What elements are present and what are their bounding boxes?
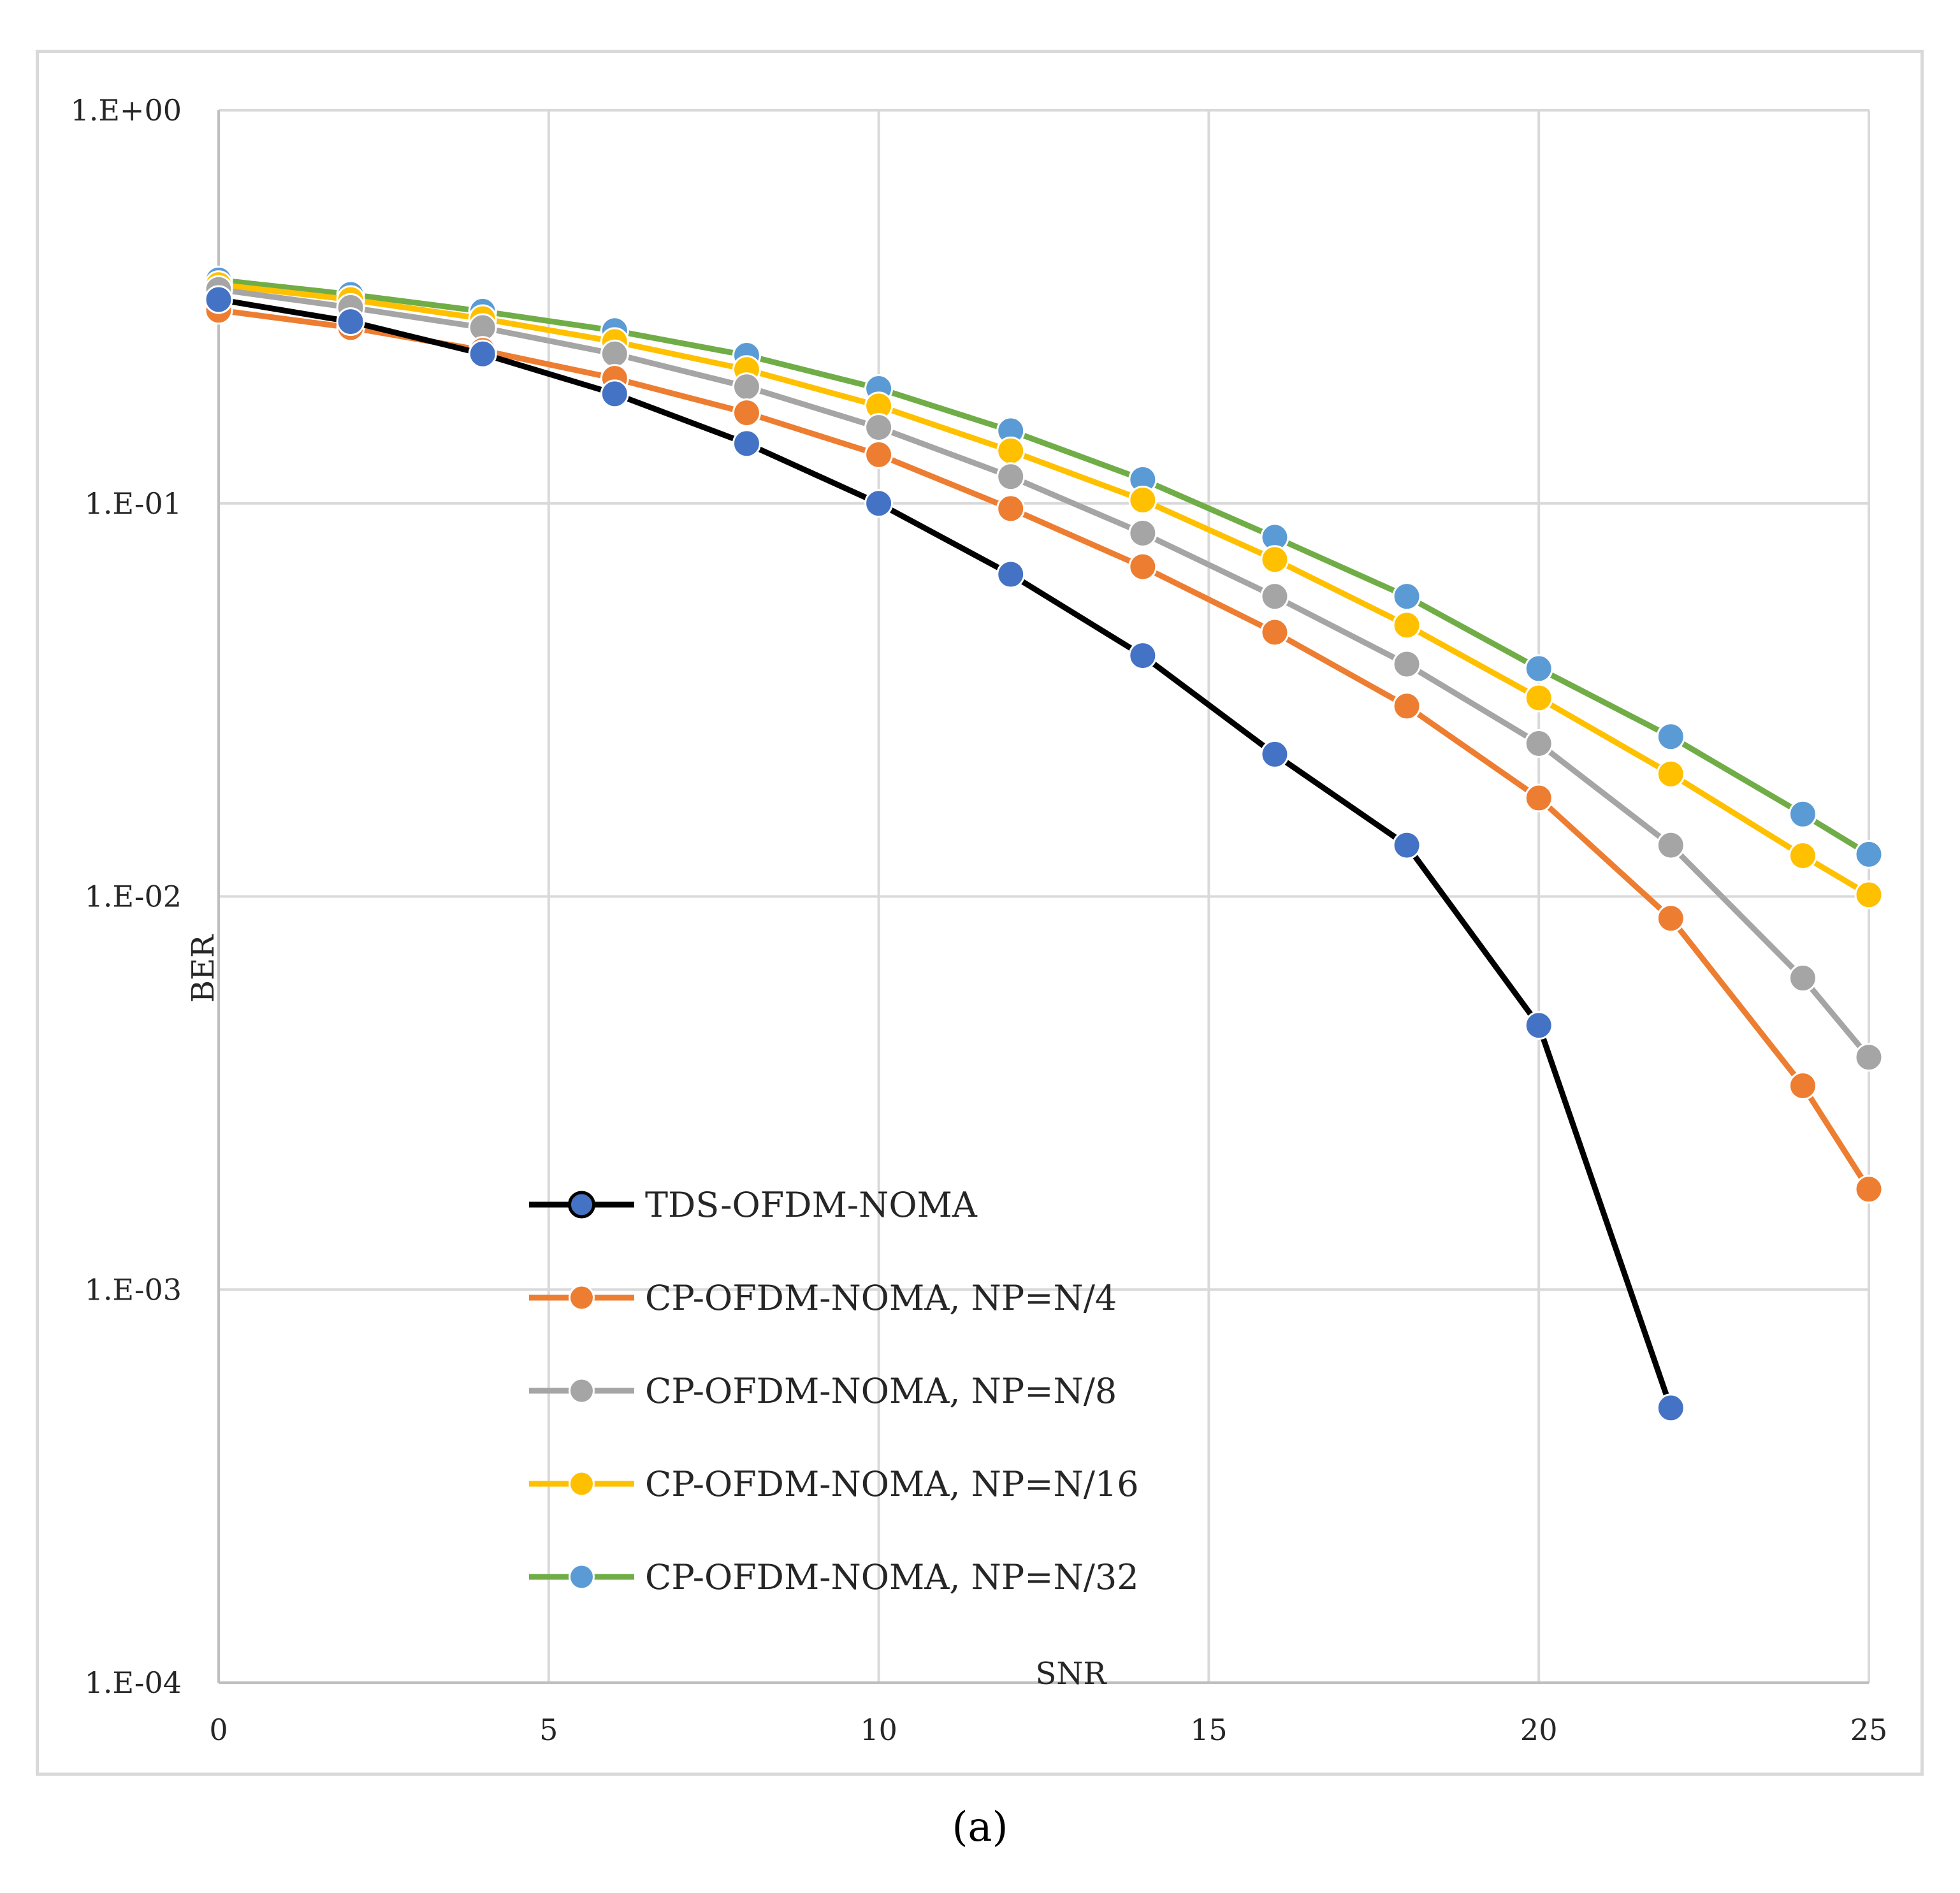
data-point (1656, 1393, 1685, 1423)
data-point (336, 307, 365, 337)
data-point (1788, 841, 1817, 870)
legend-marker (569, 1284, 595, 1311)
series-line (215, 277, 1872, 857)
series-line (215, 296, 1674, 1411)
data-point (996, 436, 1026, 465)
data-point (1260, 618, 1289, 647)
data-point (1788, 964, 1817, 993)
series-1 (204, 285, 1685, 1423)
x-tick-label: 25 (1850, 1713, 1888, 1747)
data-point (1524, 783, 1553, 813)
y-tick-label: 1.E+00 (70, 93, 182, 127)
x-tick-label: 15 (1190, 1713, 1228, 1747)
x-tick-label: 10 (860, 1713, 897, 1747)
data-point (864, 413, 894, 442)
data-point (732, 372, 761, 402)
legend: TDS-OFDM-NOMA CP-OFDM-NOMA, NP=N/4 CP-OFDM… (529, 1185, 1139, 1597)
data-point (1128, 518, 1158, 548)
legend-item-2: CP-OFDM-NOMA, NP=N/4 (529, 1278, 1117, 1318)
series-3 (204, 275, 1884, 1072)
data-point (1656, 904, 1685, 933)
legend-label: CP-OFDM-NOMA, NP=N/16 (645, 1464, 1139, 1504)
legend-marker (569, 1377, 595, 1404)
x-tick-label: 5 (539, 1713, 558, 1747)
series-line (215, 282, 1872, 898)
y-tick-label: 1.E-04 (85, 1665, 182, 1700)
data-point (1260, 739, 1289, 769)
data-point (1524, 683, 1553, 713)
data-point (1128, 552, 1158, 581)
legend-item-1: TDS-OFDM-NOMA (529, 1185, 978, 1225)
data-point (1392, 830, 1421, 860)
data-series (204, 265, 1884, 1423)
data-point (864, 440, 894, 469)
data-point (1524, 654, 1553, 683)
data-point (1524, 1011, 1553, 1040)
data-point (1128, 641, 1158, 671)
data-point (204, 285, 233, 314)
y-axis-title: BER (185, 934, 221, 1003)
data-point (600, 379, 629, 409)
legend-marker (569, 1470, 595, 1497)
series-line (215, 307, 1872, 1193)
data-point (1656, 722, 1685, 751)
data-point (1392, 582, 1421, 611)
data-point (864, 489, 894, 518)
y-tick-label: 1.E-01 (85, 486, 182, 521)
data-point (1854, 839, 1884, 869)
data-point (1656, 759, 1685, 788)
data-point (1392, 611, 1421, 640)
legend-marker (569, 1563, 595, 1590)
legend-label: CP-OFDM-NOMA, NP=N/32 (645, 1557, 1139, 1597)
data-point (1260, 582, 1289, 611)
data-point (732, 398, 761, 428)
x-tick-label: 20 (1520, 1713, 1558, 1747)
data-point (1854, 1175, 1884, 1204)
data-point (1854, 1043, 1884, 1072)
figure-caption: (a) (952, 1804, 1008, 1851)
legend-item-4: CP-OFDM-NOMA, NP=N/16 (529, 1464, 1139, 1504)
data-point (996, 462, 1026, 491)
data-point (1260, 545, 1289, 574)
data-point (1392, 649, 1421, 679)
legend-label: CP-OFDM-NOMA, NP=N/8 (645, 1371, 1117, 1411)
data-point (600, 339, 629, 368)
series-line (215, 286, 1872, 1061)
data-point (996, 494, 1026, 523)
data-point (1656, 830, 1685, 860)
y-tick-label: 1.E-02 (85, 880, 182, 914)
data-point (1788, 799, 1817, 829)
data-point (732, 429, 761, 458)
legend-marker (568, 1191, 595, 1219)
x-tick-label: 0 (209, 1713, 228, 1747)
legend-item-5: CP-OFDM-NOMA, NP=N/32 (529, 1557, 1139, 1597)
legend-label: TDS-OFDM-NOMA (645, 1185, 978, 1225)
data-point (1524, 729, 1553, 758)
tick-labels: 0 5 10 15 20 25 1.E+00 1.E-01 1.E-02 1.E-03 1.E-04 (70, 93, 1887, 1747)
legend-item-3: CP-OFDM-NOMA, NP=N/8 (529, 1371, 1117, 1411)
data-point (468, 339, 497, 368)
data-point (1854, 880, 1884, 910)
data-point (996, 560, 1026, 589)
data-point (1788, 1071, 1817, 1100)
legend-label: CP-OFDM-NOMA, NP=N/4 (645, 1278, 1117, 1318)
data-point (1392, 692, 1421, 721)
axes (217, 110, 1869, 1684)
series-5 (204, 265, 1884, 869)
x-axis-title: SNR (1035, 1656, 1107, 1692)
data-point (1128, 485, 1158, 514)
y-tick-label: 1.E-03 (85, 1272, 182, 1307)
